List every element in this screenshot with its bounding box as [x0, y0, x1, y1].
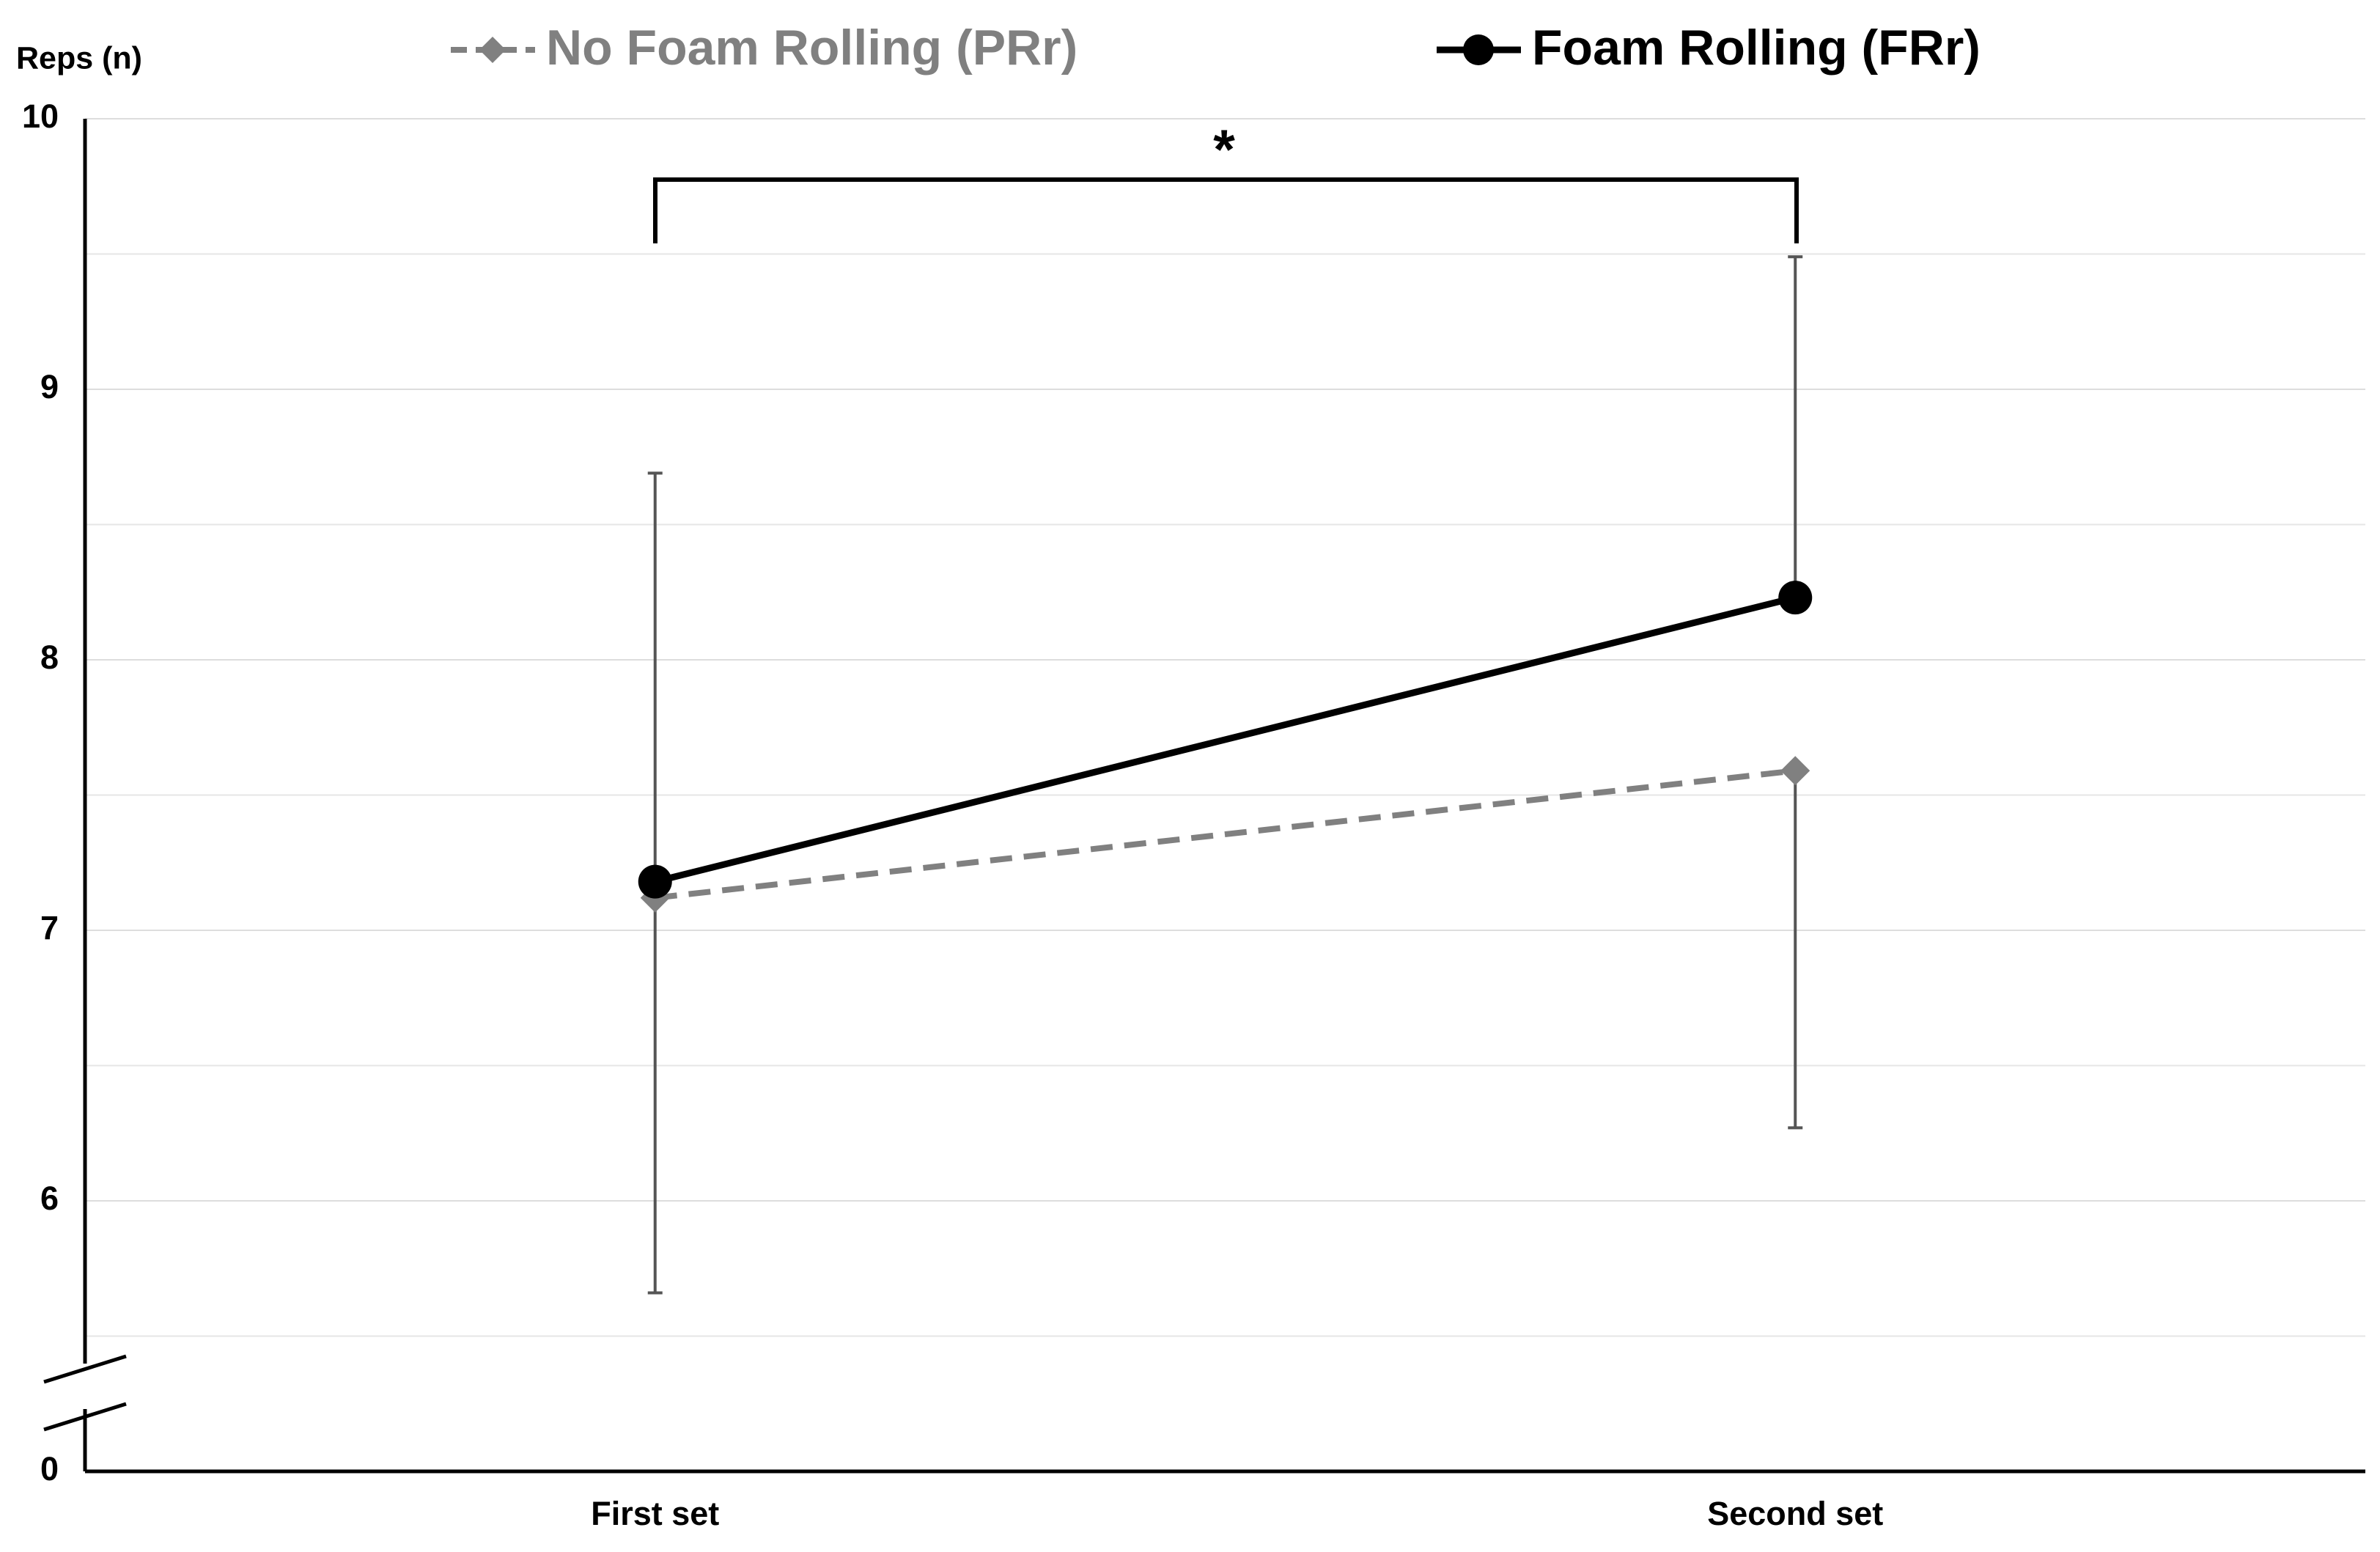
marker: [1780, 756, 1810, 786]
legend-label: No Foam Rolling (PRr): [546, 20, 1077, 76]
x-tick-label: First set: [591, 1495, 719, 1532]
y-tick-label: 7: [40, 909, 59, 946]
marker: [1778, 581, 1813, 615]
plot-area: [85, 118, 2365, 1337]
series-line: [655, 768, 1796, 901]
y-axis-label: Reps (n): [16, 40, 142, 76]
significance-bracket: [653, 177, 1799, 243]
legend-label: Foam Rolling (FRr): [1532, 20, 1981, 76]
axis-break: [43, 1402, 127, 1432]
x-tick-label: Second set: [1707, 1495, 1883, 1532]
y-tick-label: 6: [40, 1180, 59, 1217]
legend-marker: [1463, 34, 1494, 65]
series-line: [654, 594, 1797, 885]
legend-marker: [479, 37, 506, 63]
y-tick-label: 8: [40, 639, 59, 676]
axis-break: [43, 1354, 127, 1384]
marker: [638, 864, 672, 899]
y-tick-label: 0: [40, 1450, 59, 1487]
y-tick-label: 9: [40, 368, 59, 405]
y-tick-label: 10: [22, 98, 59, 135]
significance-mark: *: [1213, 119, 1235, 181]
